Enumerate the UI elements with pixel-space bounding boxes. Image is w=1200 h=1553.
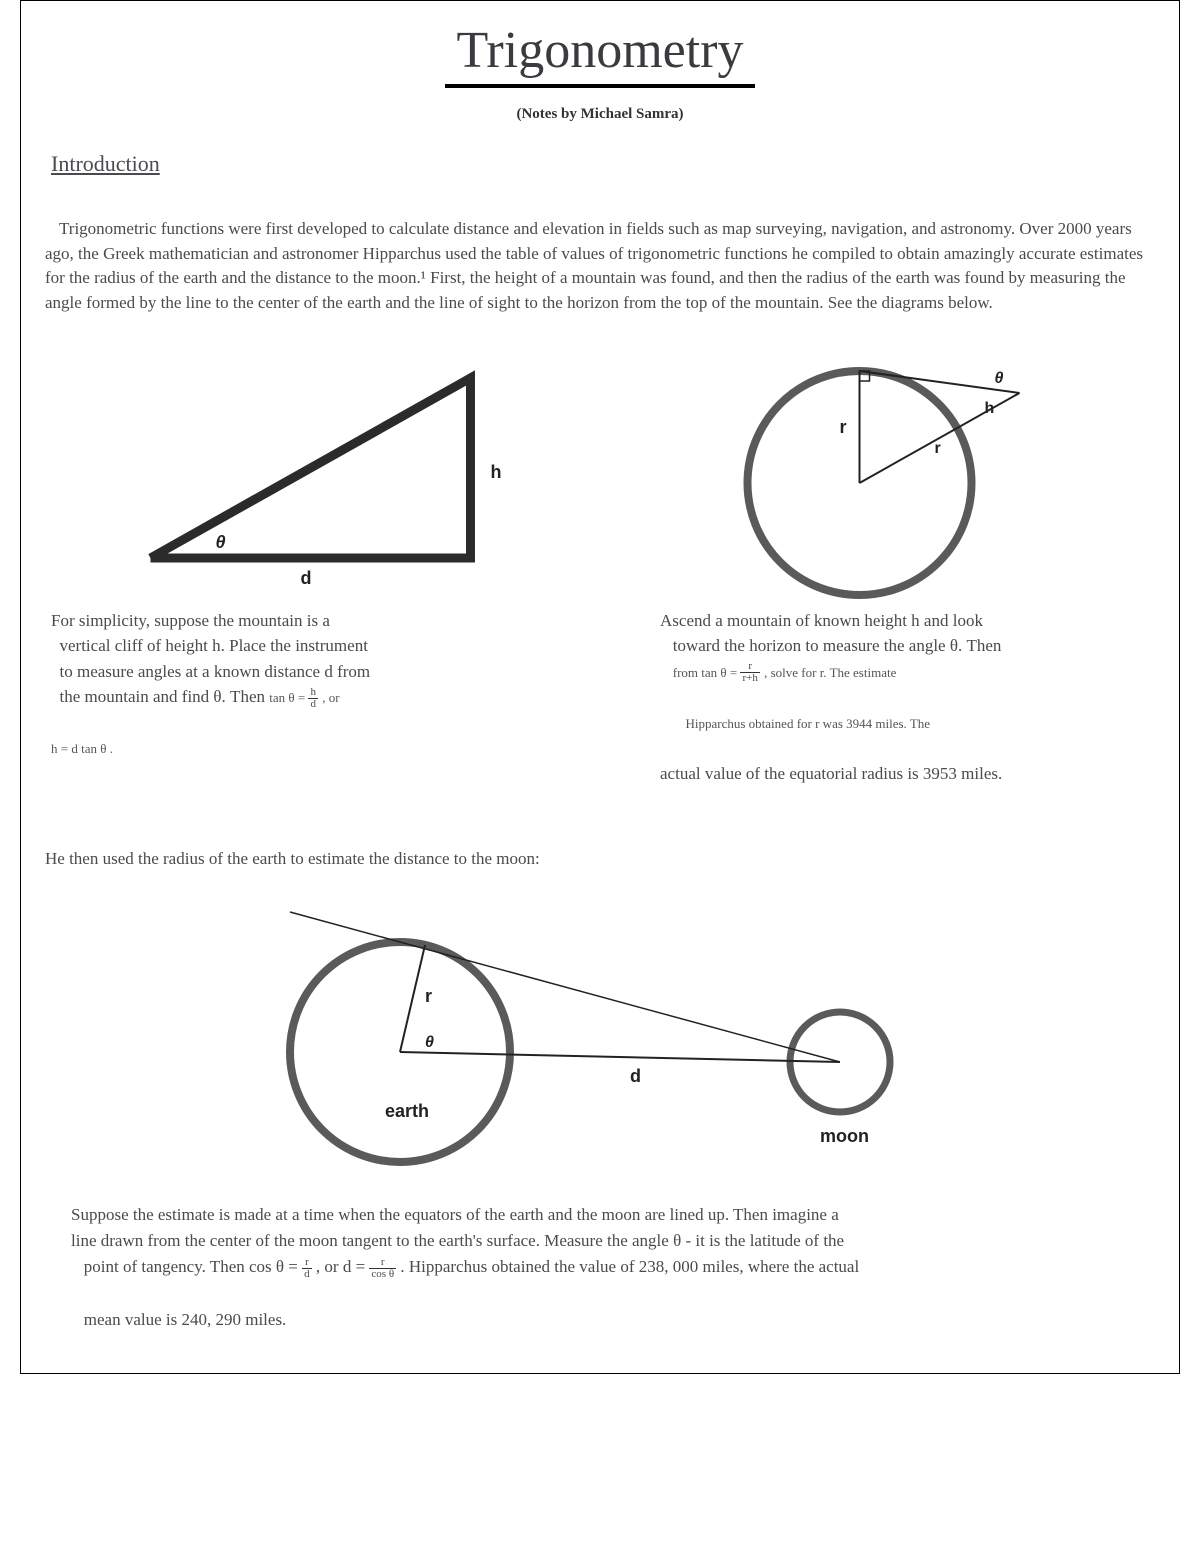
svg-text:r: r bbox=[935, 440, 941, 457]
earth-moon-diagram: r θ d earth moon bbox=[200, 882, 1000, 1182]
fraction: r d bbox=[302, 1257, 312, 1280]
svg-text:h: h bbox=[985, 400, 995, 417]
svg-text:d: d bbox=[630, 1066, 641, 1086]
page-title: Trigonometry bbox=[41, 21, 1159, 80]
caption-text: , or d = bbox=[316, 1257, 370, 1276]
svg-text:h: h bbox=[491, 462, 502, 482]
title-underline bbox=[445, 84, 755, 88]
caption-formula: tan θ = bbox=[269, 690, 308, 705]
caption-text: line drawn from the center of the moon t… bbox=[71, 1231, 844, 1250]
caption-text: For simplicity, suppose the mountain is … bbox=[51, 611, 330, 630]
caption-text: . Hipparchus obtained the value of 238, … bbox=[400, 1257, 859, 1276]
caption-text: point of tangency. Then bbox=[84, 1257, 249, 1276]
circle-diagram: r r h θ bbox=[620, 338, 1159, 608]
document-page: Trigonometry (Notes by Michael Samra) In… bbox=[20, 0, 1180, 1374]
caption-text: value is 240, 290 miles. bbox=[125, 1310, 286, 1329]
caption-text: mean bbox=[84, 1310, 125, 1329]
svg-text:earth: earth bbox=[385, 1101, 429, 1121]
caption-formula: cos θ = bbox=[249, 1257, 302, 1276]
caption-formula: from tan θ = bbox=[673, 665, 741, 680]
svg-text:r: r bbox=[425, 986, 432, 1006]
fraction: r cos θ bbox=[369, 1257, 396, 1280]
caption-text: , or bbox=[322, 690, 339, 705]
svg-text:r: r bbox=[840, 417, 847, 437]
two-column-figures: θ d h For simplicity, suppose the mounta… bbox=[41, 338, 1159, 787]
page-subtitle: (Notes by Michael Samra) bbox=[41, 106, 1159, 123]
intro-paragraph: Trigonometric functions were first devel… bbox=[45, 217, 1155, 316]
right-column: r r h θ Ascend a mountain of known heigh… bbox=[620, 338, 1159, 787]
caption-text: vertical cliff of height h. Place the in… bbox=[60, 636, 368, 655]
caption-text: h = d tan θ . bbox=[51, 741, 113, 756]
svg-text:d: d bbox=[301, 568, 312, 588]
section-heading: Introduction bbox=[51, 151, 1159, 177]
caption-text: actual value of the equatorial radius is… bbox=[660, 764, 1002, 783]
caption-text: to measure angles at a known distance d … bbox=[60, 662, 371, 681]
caption-text: toward the horizon to measure the angle … bbox=[673, 636, 1002, 655]
left-caption: For simplicity, suppose the mountain is … bbox=[41, 608, 580, 761]
caption-text: Hipparchus obtained for r was 3944 miles… bbox=[686, 716, 931, 731]
svg-text:θ: θ bbox=[216, 532, 226, 552]
right-caption: Ascend a mountain of known height h and … bbox=[620, 608, 1159, 787]
triangle-diagram: θ d h bbox=[41, 338, 580, 608]
bottom-caption: Suppose the estimate is made at a time w… bbox=[41, 1202, 1159, 1334]
mid-paragraph: He then used the radius of the earth to … bbox=[45, 846, 1155, 872]
caption-text: , solve for r. The estimate bbox=[764, 665, 896, 680]
svg-text:moon: moon bbox=[820, 1126, 869, 1146]
caption-text: the mountain and find θ. Then bbox=[60, 687, 270, 706]
svg-text:θ: θ bbox=[995, 370, 1004, 387]
caption-text: Ascend a mountain of known height h and … bbox=[660, 611, 983, 630]
caption-text: Suppose the estimate is made at a time w… bbox=[71, 1205, 839, 1224]
svg-text:θ: θ bbox=[425, 1034, 434, 1051]
left-column: θ d h For simplicity, suppose the mounta… bbox=[41, 338, 580, 787]
fraction: r r+h bbox=[740, 661, 759, 684]
fraction: h d bbox=[308, 687, 318, 710]
